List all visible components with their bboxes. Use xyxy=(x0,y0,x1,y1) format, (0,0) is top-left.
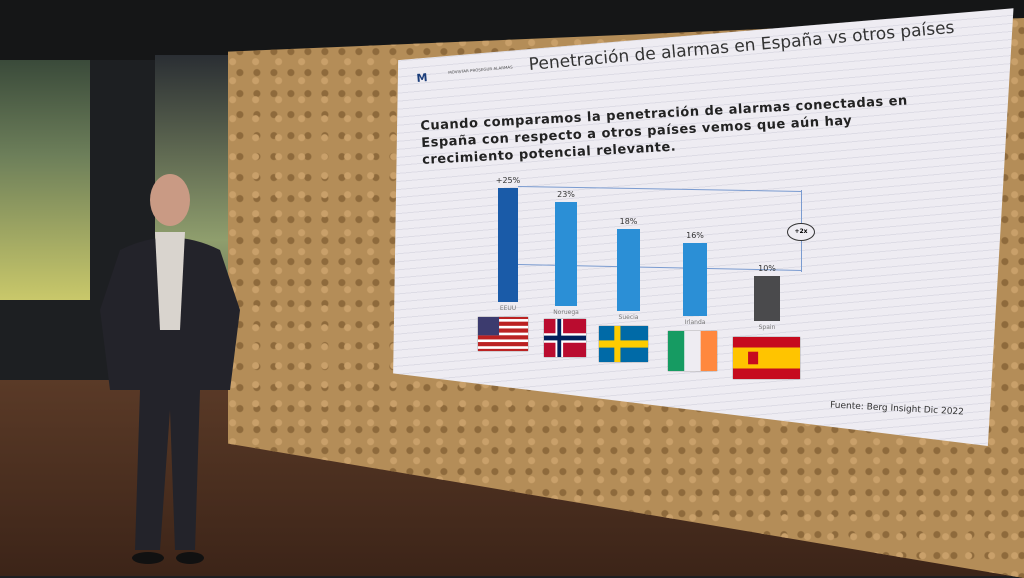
gap-badge: +2x xyxy=(787,223,815,241)
category-label: Noruega xyxy=(553,309,579,317)
presenter xyxy=(100,174,240,564)
bar-noruega xyxy=(555,201,577,307)
bar-irlanda xyxy=(683,243,707,316)
bar-suecia xyxy=(617,229,640,311)
ireland-flag-icon xyxy=(668,331,717,371)
norway-flag-icon xyxy=(544,319,586,357)
window xyxy=(0,60,90,300)
sweden-flag-icon xyxy=(599,326,648,362)
category-label: EEUU xyxy=(499,305,517,312)
spain-flag-icon xyxy=(733,337,800,379)
movistar-logo: M xyxy=(416,71,429,85)
bar-eeuu xyxy=(498,188,518,302)
value-label: +25% xyxy=(495,176,521,186)
value-label: 16% xyxy=(686,231,704,241)
us-flag-icon xyxy=(478,317,528,351)
value-label: 18% xyxy=(619,217,638,227)
bar-spain xyxy=(754,275,780,322)
projection-screen xyxy=(393,8,1014,446)
value-label: 23% xyxy=(557,189,575,199)
category-label: Suecia xyxy=(618,313,639,321)
value-label: 10% xyxy=(758,263,776,273)
category-label: Spain xyxy=(758,324,776,332)
category-label: Irlanda xyxy=(684,318,706,326)
